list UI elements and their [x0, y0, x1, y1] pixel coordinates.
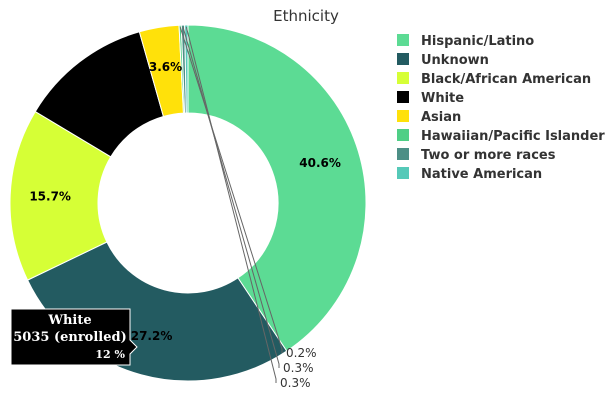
connector-native-american [185, 26, 277, 383]
data-label-hawaiian-pacific-islander: 0.2% [286, 346, 317, 360]
chart-title: Ethnicity [273, 7, 339, 25]
data-label-asian: 3.6% [149, 60, 182, 74]
legend-label: Hawaiian/Pacific Islander [421, 129, 605, 144]
legend-swatch [397, 53, 409, 65]
legend-item-black-african-american[interactable]: Black/African American [397, 72, 591, 87]
legend-swatch [397, 129, 409, 141]
data-label-black-african-american: 15.7% [29, 190, 71, 204]
legend-item-native-american[interactable]: Native American [397, 167, 542, 182]
legend: Hispanic/Latino Unknown Black/African Amer… [397, 34, 605, 182]
data-label-hispanic-latino: 40.6% [299, 156, 341, 170]
slice-native-american[interactable] [184, 24, 189, 114]
data-label-native-american: 0.3% [280, 376, 311, 390]
slice-hispanic-latino[interactable] [187, 24, 367, 352]
legend-swatch [397, 110, 409, 122]
tooltip-title: White [47, 313, 91, 328]
legend-label: White [421, 91, 464, 106]
legend-item-hispanic-latino[interactable]: Hispanic/Latino [397, 34, 534, 49]
data-labels: 40.6%27.2%15.7%3.6%0.2%0.3%0.3% [29, 26, 341, 390]
legend-swatch [397, 72, 409, 84]
legend-label: Native American [421, 167, 542, 182]
tooltip: White 5035 (enrolled) 12 % [10, 308, 138, 366]
legend-item-unknown[interactable]: Unknown [397, 53, 489, 68]
legend-swatch [397, 148, 409, 160]
legend-label: Black/African American [421, 72, 591, 87]
tooltip-percent: 12 % [95, 348, 125, 361]
legend-swatch [397, 91, 409, 103]
legend-label: Asian [421, 110, 461, 125]
legend-swatch [397, 167, 409, 179]
legend-item-asian[interactable]: Asian [397, 110, 461, 125]
data-label-unknown: 27.2% [131, 329, 173, 343]
legend-label: Unknown [421, 53, 489, 68]
legend-item-white[interactable]: White [397, 91, 464, 106]
legend-item-two-or-more-races[interactable]: Two or more races [397, 148, 556, 163]
legend-label: Two or more races [421, 148, 556, 163]
tooltip-box [10, 308, 138, 366]
legend-item-hawaiian-pacific-islander[interactable]: Hawaiian/Pacific Islander [397, 129, 605, 144]
tooltip-value: 5035 (enrolled) [13, 330, 127, 345]
legend-swatch [397, 34, 409, 46]
data-label-two-or-more-races: 0.3% [283, 361, 314, 375]
legend-label: Hispanic/Latino [421, 34, 534, 49]
